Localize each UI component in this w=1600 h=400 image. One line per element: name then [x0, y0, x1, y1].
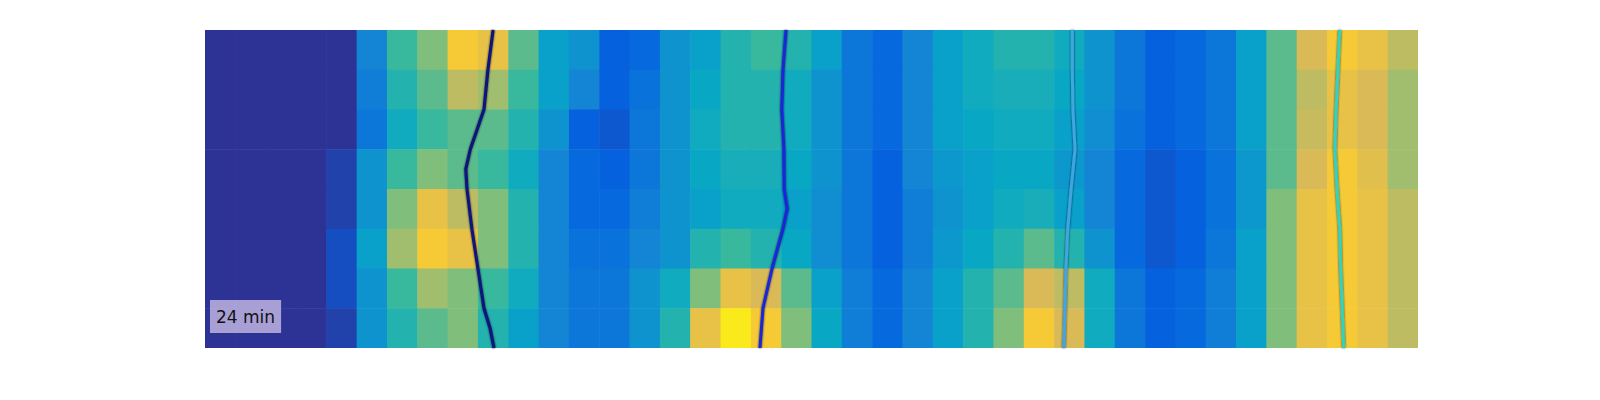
- svg-text:24 min: 24 min: [216, 307, 275, 327]
